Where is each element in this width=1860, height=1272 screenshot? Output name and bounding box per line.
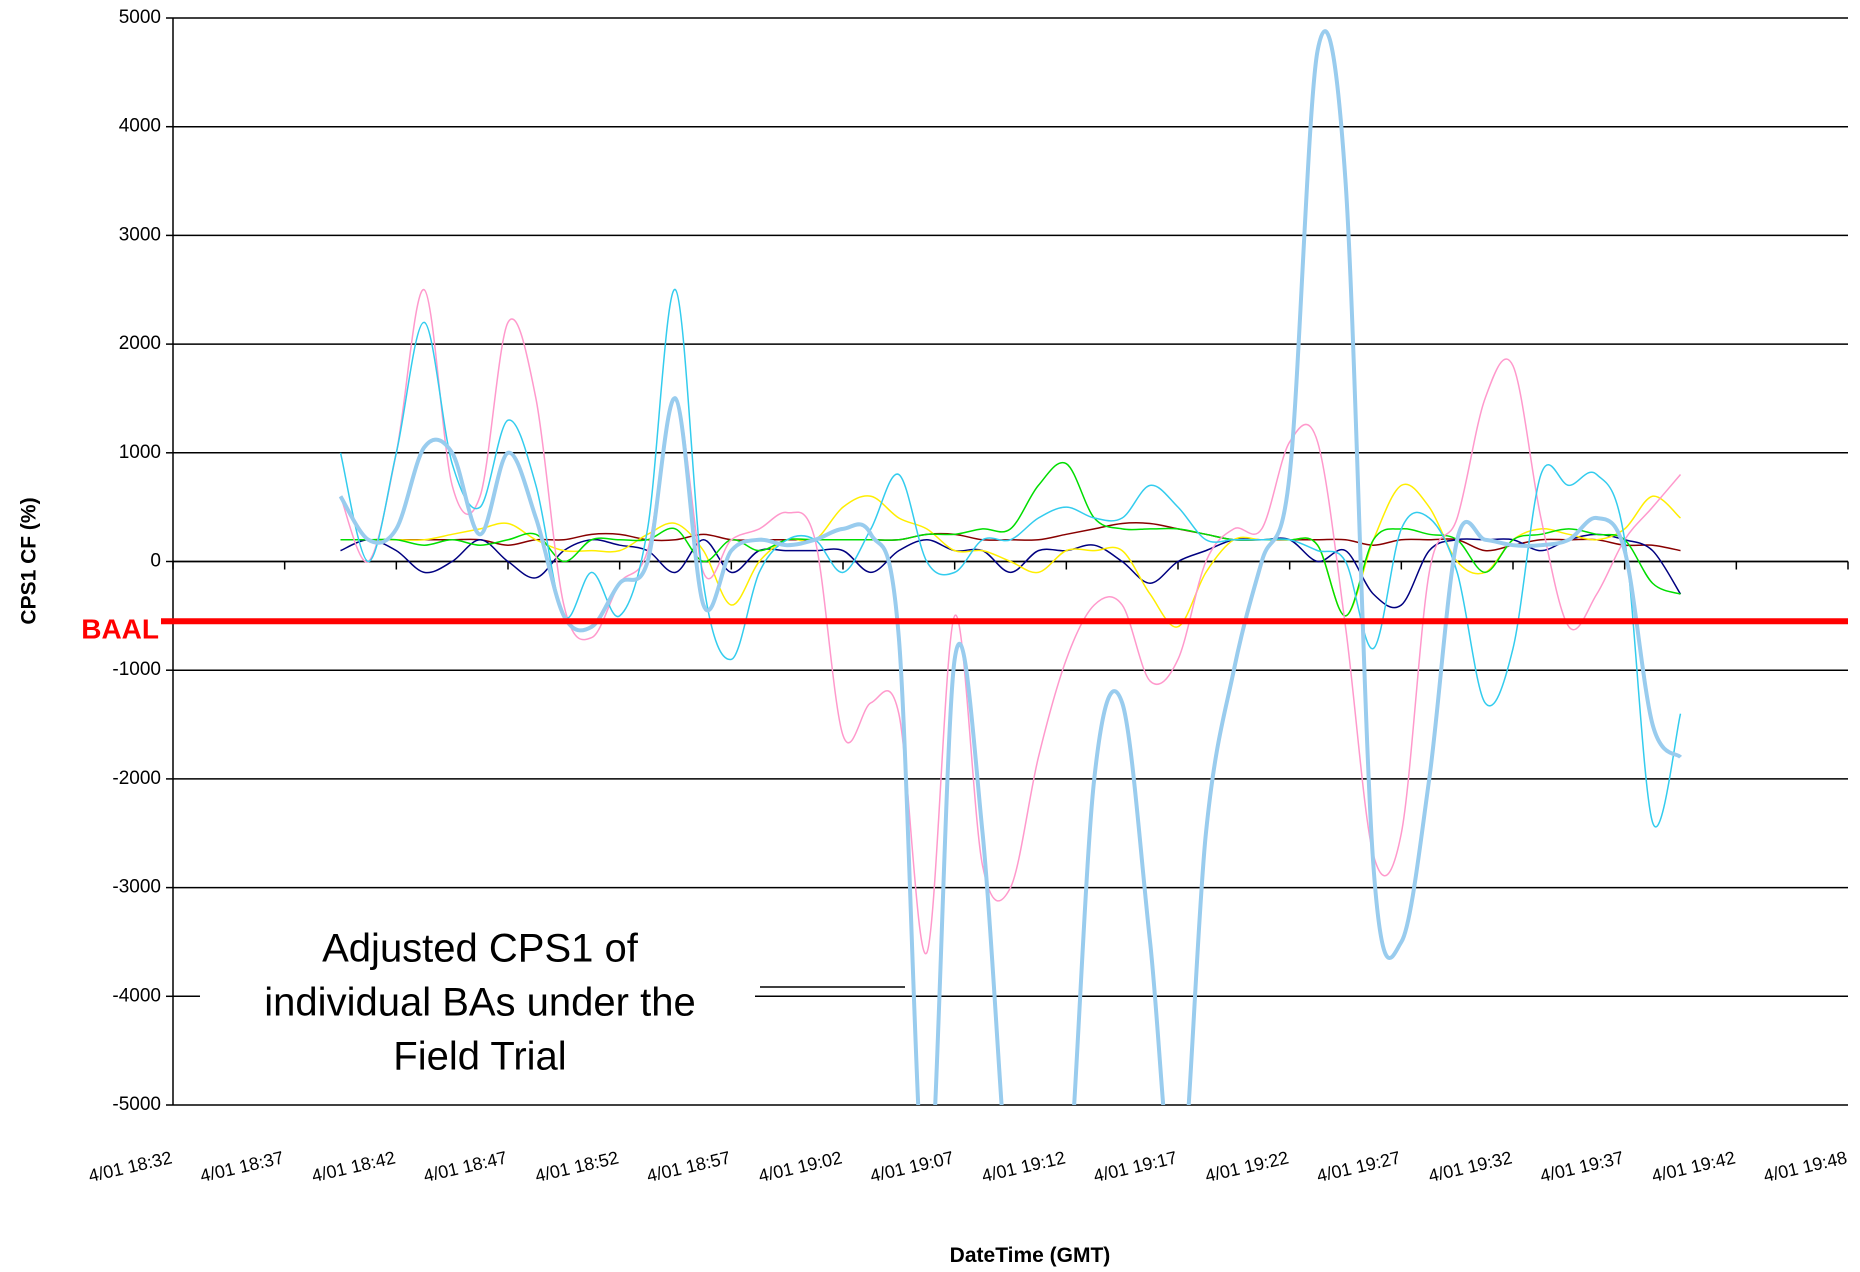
x-tick-label: 4/01 19:32 — [1427, 1147, 1514, 1186]
x-tick-label: 4/01 19:07 — [868, 1147, 955, 1186]
annotation-box — [200, 920, 755, 1090]
y-axis-label: CPS1 CF (%) — [18, 497, 41, 624]
y-tick-label: -2000 — [112, 768, 161, 789]
x-tick-label: 4/01 19:27 — [1315, 1147, 1402, 1186]
series-line — [339, 288, 1682, 955]
y-tick-label: 3000 — [119, 224, 161, 245]
y-tick-label: 5000 — [119, 7, 161, 28]
annotation-text: Field Trial — [393, 1035, 566, 1079]
x-tick-label: 4/01 18:42 — [310, 1147, 397, 1186]
x-tick-label: 4/01 19:42 — [1650, 1147, 1737, 1186]
annotation-text: Adjusted CPS1 of — [322, 927, 639, 971]
reference-label: BAAL — [81, 614, 159, 645]
plot-area — [338, 29, 1683, 1105]
x-tick-label: 4/01 19:02 — [757, 1147, 844, 1186]
annotation-text: individual BAs under the — [264, 981, 695, 1025]
x-tick-label: 4/01 19:48 — [1762, 1147, 1849, 1186]
y-tick-label: -1000 — [112, 659, 161, 680]
x-tick-label: 4/01 18:37 — [198, 1147, 285, 1186]
y-tick-label: -3000 — [112, 877, 161, 898]
y-tick-label: 4000 — [119, 116, 161, 137]
x-tick-label: 4/01 18:47 — [422, 1147, 509, 1186]
x-tick-label: 4/01 18:52 — [533, 1147, 620, 1186]
x-tick-label: 4/01 19:12 — [980, 1147, 1067, 1186]
series-line — [339, 288, 1682, 828]
series-line — [340, 533, 1682, 609]
y-tick-label: -5000 — [112, 1094, 161, 1115]
y-tick-label: 1000 — [119, 442, 161, 463]
series-line — [338, 29, 1683, 1105]
x-tick-label: 4/01 19:17 — [1092, 1147, 1179, 1186]
y-tick-label: 2000 — [119, 333, 161, 354]
x-tick-label: 4/01 19:37 — [1538, 1147, 1625, 1186]
x-tick-label: 4/01 18:57 — [645, 1147, 732, 1186]
series-line — [340, 483, 1682, 628]
y-tick-label: 0 — [150, 551, 161, 572]
y-tick-label: -4000 — [112, 985, 161, 1006]
x-tick-label: 4/01 18:32 — [87, 1147, 174, 1186]
x-axis-label: DateTime (GMT) — [950, 1244, 1111, 1267]
x-tick-label: 4/01 19:22 — [1203, 1147, 1290, 1186]
